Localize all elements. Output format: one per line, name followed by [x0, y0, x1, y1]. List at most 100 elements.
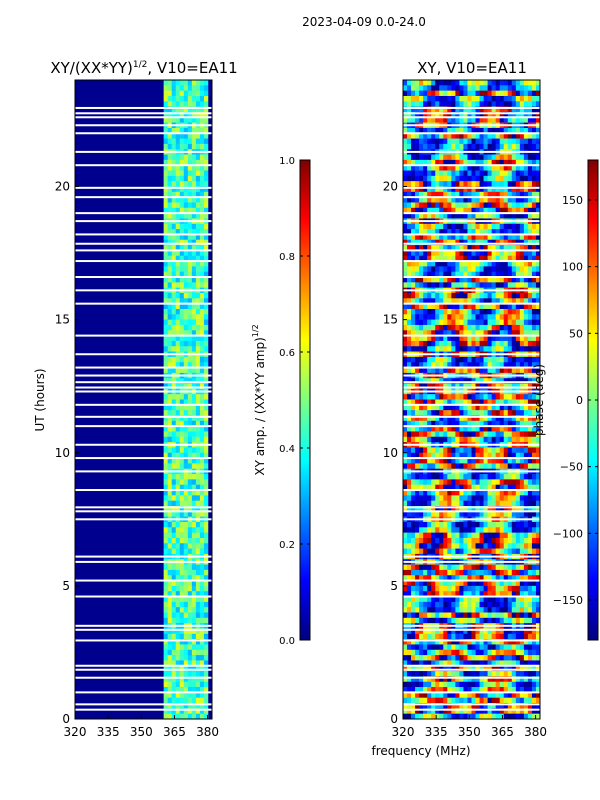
amp-cell [179, 580, 185, 587]
amp-cell [163, 197, 168, 203]
phase-cell [511, 420, 517, 427]
phase-cell [523, 330, 529, 336]
phase-cell [475, 543, 480, 549]
phase-cell [403, 330, 408, 336]
amp-cell [191, 181, 197, 187]
amp-cell [203, 80, 209, 86]
phase-cell [415, 85, 420, 91]
phase-cell [515, 335, 521, 342]
phase-cell [487, 314, 492, 320]
amp-cell [167, 548, 173, 555]
phase-cell [471, 245, 476, 251]
amp-cell [183, 426, 189, 432]
phase-cell [447, 607, 452, 613]
phase-cell [467, 404, 472, 411]
phase-cell [503, 548, 509, 555]
amp-x-tick-label: 335 [97, 725, 120, 739]
phase-cell [495, 601, 501, 608]
phase-cell [451, 628, 456, 635]
phase-cell [511, 436, 517, 443]
amp-cell [171, 80, 177, 86]
phase-cell [431, 532, 436, 539]
phase-cell [527, 474, 533, 480]
amp-cell [183, 303, 189, 310]
phase-cell [431, 239, 436, 246]
amp-cell [199, 420, 205, 427]
phase-cell [519, 500, 525, 507]
phase-cell [423, 628, 428, 635]
amp-cell [191, 655, 197, 661]
phase-cell [503, 537, 509, 544]
amp-cell [163, 596, 168, 603]
phase-cell [411, 95, 416, 102]
amp-cell [195, 85, 201, 91]
phase-cell [475, 250, 480, 257]
phase-cell [423, 495, 428, 501]
phase-cell [507, 255, 513, 262]
phase-cell [483, 90, 488, 97]
phase-cell [451, 490, 456, 496]
phase-cell [519, 245, 525, 251]
phase-cell [439, 378, 444, 384]
amp-data-gap [75, 403, 212, 406]
phase-cell [507, 143, 513, 150]
amp-cell [187, 138, 193, 145]
phase-cell [423, 143, 428, 150]
phase-cell [475, 95, 480, 102]
amp-cell [167, 500, 173, 507]
phase-cell [507, 181, 513, 187]
phase-cell [467, 261, 472, 267]
phase-cell [463, 197, 468, 203]
phase-cell [499, 628, 505, 635]
phase-cell [511, 213, 517, 219]
phase-cell [407, 340, 412, 347]
phase-cell [471, 159, 476, 166]
phase-cell [455, 277, 460, 283]
phase-cell [419, 601, 424, 608]
phase-cell [431, 234, 436, 241]
phase-cell [463, 213, 468, 219]
phase-cell [507, 266, 513, 273]
phase-cell [491, 95, 496, 102]
phase-cell [527, 223, 533, 230]
amp-cell [163, 335, 168, 342]
phase-cell [467, 191, 472, 198]
phase-cell [491, 271, 496, 278]
phase-cell [475, 458, 480, 464]
phase-cell [435, 420, 440, 427]
phase-cell [475, 569, 480, 576]
phase-cell [403, 585, 408, 592]
phase-cell [531, 234, 537, 241]
phase-cell [511, 207, 517, 214]
amp-cell [203, 277, 209, 283]
phase-cell [511, 378, 517, 384]
phase-cell [447, 255, 452, 262]
amp-cell [191, 665, 197, 672]
phase-cell [427, 170, 432, 177]
phase-cell [467, 143, 472, 150]
phase-cell [491, 633, 496, 640]
amp-cell [179, 324, 185, 331]
amp-panel: XY/(XX*YY)1/2, V10=EA11 320 335 350 365 380 … [33, 59, 238, 739]
amp-cell [183, 170, 189, 177]
phase-cell [471, 527, 476, 533]
amp-cell [195, 170, 201, 177]
amp-cell [195, 671, 201, 677]
phase-cell [407, 266, 412, 273]
phase-cell [507, 495, 513, 501]
amp-cell [199, 490, 205, 496]
phase-cell [475, 207, 480, 214]
phase-cell [427, 85, 432, 91]
phase-cell [499, 111, 505, 118]
phase-cell [511, 356, 517, 363]
phase-cell [535, 229, 541, 235]
amp-cell [183, 80, 189, 86]
phase-cell [483, 261, 488, 267]
phase-cell [403, 277, 408, 283]
phase-cell [423, 245, 428, 251]
phase-cell [515, 617, 521, 624]
phase-cell [407, 362, 412, 368]
phase-cell [499, 101, 505, 107]
phase-cell [403, 548, 408, 555]
amp-cell [167, 506, 173, 512]
